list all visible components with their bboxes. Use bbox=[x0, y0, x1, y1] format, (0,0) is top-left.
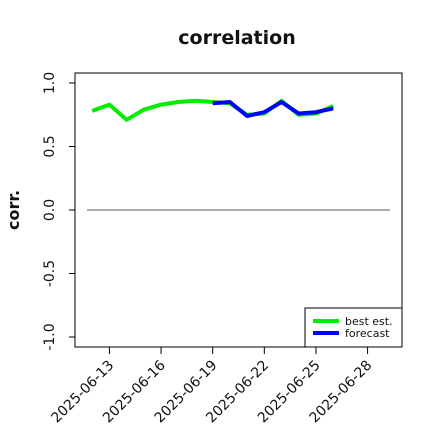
legend: best est. forecast bbox=[304, 307, 403, 348]
legend-box bbox=[304, 307, 403, 348]
series-line-forecast bbox=[212, 100, 334, 118]
y-axis: -1.0 -0.5 0.0 0.5 1.0 bbox=[42, 72, 75, 351]
y-axis-label: corr. bbox=[4, 190, 23, 230]
legend-label-forecast: forecast bbox=[345, 327, 390, 340]
chart-title: correlation bbox=[178, 27, 295, 49]
y-tick-label: 0.5 bbox=[42, 135, 58, 157]
series-layer bbox=[91, 98, 335, 122]
y-tick-label: -0.5 bbox=[42, 260, 58, 287]
x-axis: 2025-06-132025-06-162025-06-192025-06-22… bbox=[48, 347, 375, 426]
legend-label-best-est: best est. bbox=[345, 315, 393, 328]
y-tick-label: 1.0 bbox=[42, 72, 58, 94]
y-tick-label: 0.0 bbox=[42, 199, 58, 221]
y-tick-label: -1.0 bbox=[42, 323, 58, 350]
